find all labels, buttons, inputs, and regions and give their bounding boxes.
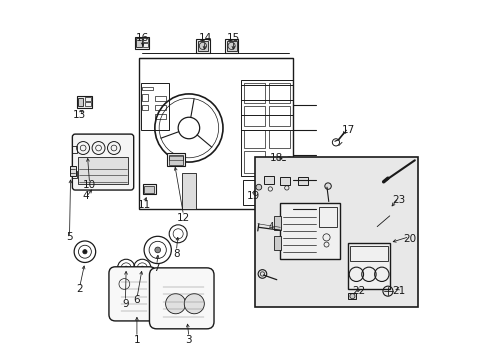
Circle shape	[82, 249, 87, 254]
Bar	[167, 153, 185, 166]
Bar	[77, 135, 92, 155]
Bar	[255, 157, 418, 307]
Text: 11: 11	[137, 200, 150, 210]
Text: 5: 5	[66, 232, 73, 242]
Bar	[78, 157, 128, 184]
Bar	[70, 166, 76, 176]
Bar	[196, 39, 209, 53]
Bar	[168, 156, 183, 160]
Circle shape	[124, 266, 128, 270]
Circle shape	[140, 266, 144, 270]
Bar	[142, 38, 148, 42]
Bar	[318, 207, 336, 226]
Circle shape	[184, 294, 204, 314]
Bar	[224, 39, 238, 53]
Bar	[72, 171, 77, 178]
Circle shape	[155, 247, 160, 253]
Bar	[268, 130, 290, 148]
Bar	[136, 39, 142, 47]
Bar	[268, 83, 290, 103]
Bar	[268, 107, 290, 126]
Text: 3: 3	[185, 334, 192, 345]
Text: 13: 13	[73, 111, 86, 121]
FancyBboxPatch shape	[72, 134, 133, 190]
Bar	[244, 107, 265, 126]
Bar	[348, 243, 389, 289]
Text: 22: 22	[352, 286, 365, 296]
Text: 1: 1	[133, 334, 140, 345]
Bar	[349, 246, 387, 261]
FancyBboxPatch shape	[149, 268, 214, 329]
Bar	[280, 203, 339, 259]
Bar	[155, 114, 165, 119]
Bar	[84, 97, 90, 101]
Bar	[279, 177, 289, 185]
Text: 16: 16	[135, 33, 149, 43]
Text: 2: 2	[76, 284, 82, 294]
Bar	[142, 87, 153, 90]
Bar	[168, 154, 183, 165]
Bar	[85, 146, 91, 151]
Bar	[144, 186, 154, 193]
Bar	[78, 138, 83, 152]
Bar	[72, 146, 77, 153]
Bar	[155, 105, 165, 110]
Bar	[348, 293, 356, 299]
Text: 4: 4	[268, 222, 273, 231]
Bar	[244, 130, 265, 148]
Bar	[244, 151, 265, 173]
Text: 4: 4	[82, 191, 89, 201]
Text: 8: 8	[173, 248, 179, 258]
Text: 9: 9	[122, 299, 128, 309]
Bar	[142, 43, 148, 47]
Circle shape	[165, 294, 185, 314]
Circle shape	[258, 270, 266, 278]
Circle shape	[255, 184, 261, 190]
Bar	[182, 173, 196, 209]
Bar	[135, 37, 149, 49]
Bar	[298, 177, 308, 185]
Bar	[140, 83, 169, 130]
Text: 19: 19	[246, 191, 260, 201]
Text: 10: 10	[83, 180, 96, 190]
FancyBboxPatch shape	[109, 267, 156, 321]
Text: 15: 15	[226, 33, 240, 43]
Text: 17: 17	[341, 125, 354, 135]
Text: 21: 21	[391, 286, 405, 296]
Bar	[198, 41, 207, 51]
Bar	[139, 58, 292, 209]
Bar	[142, 94, 147, 101]
Text: 18: 18	[269, 153, 283, 163]
Bar	[273, 216, 281, 230]
Text: 14: 14	[198, 33, 211, 43]
Bar	[226, 41, 236, 51]
Circle shape	[324, 183, 330, 189]
Bar	[142, 105, 147, 110]
Bar	[242, 180, 292, 205]
Bar	[264, 176, 274, 184]
Bar	[155, 96, 165, 101]
Bar	[273, 235, 281, 250]
Text: 7: 7	[153, 263, 160, 273]
Text: 12: 12	[177, 213, 190, 222]
Text: 6: 6	[133, 295, 140, 305]
Text: 23: 23	[391, 195, 405, 205]
Bar	[78, 98, 83, 107]
Bar	[84, 102, 90, 107]
Bar	[77, 96, 92, 108]
Text: 20: 20	[402, 234, 415, 244]
Bar	[143, 184, 156, 194]
Bar	[241, 80, 292, 176]
Bar	[244, 83, 265, 103]
Bar	[85, 139, 91, 144]
